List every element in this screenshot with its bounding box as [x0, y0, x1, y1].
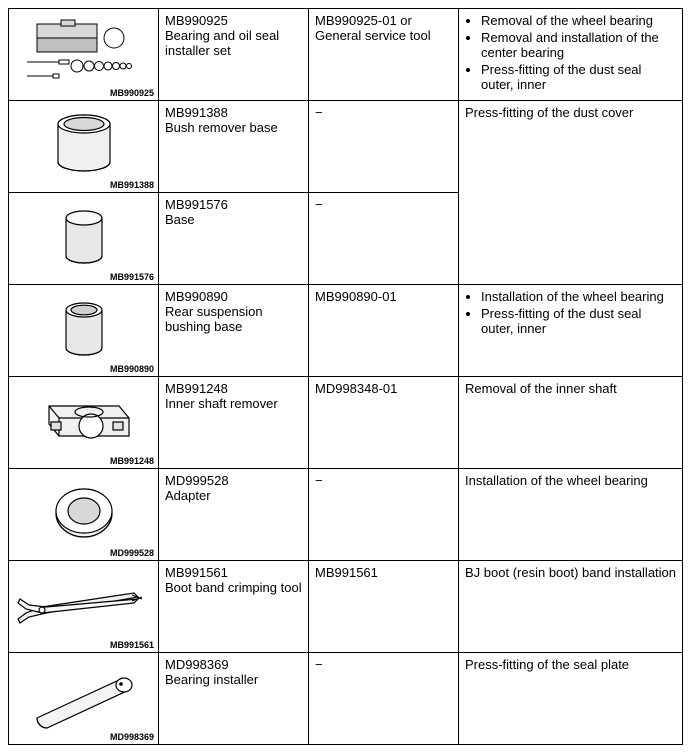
application-item: Press-fitting of the dust seal outer, in…: [481, 306, 676, 336]
supersession-text: MB990890-01: [315, 289, 397, 304]
supersession-text: MB990925-01 or General service tool: [315, 13, 431, 43]
tool-name: Boot band crimping tool: [165, 580, 302, 595]
tool-illustration: [13, 565, 154, 645]
table-row: MB991388 MB991388 Bush remover base − Pr…: [9, 101, 683, 193]
application-item: Press-fitting of the dust seal outer, in…: [481, 62, 676, 92]
application-text: Installation of the wheel bearing: [465, 473, 648, 488]
tool-name-cell: MB991576 Base: [159, 193, 309, 285]
supersession-cell: −: [309, 653, 459, 745]
supersession-text: MD998348-01: [315, 381, 397, 396]
application-text: Press-fitting of the dust cover: [465, 105, 633, 120]
application-text: Press-fitting of the seal plate: [465, 657, 629, 672]
application-cell: Installation of the wheel bearing: [459, 469, 683, 561]
application-cell: Press-fitting of the seal plate: [459, 653, 683, 745]
application-cell: Installation of the wheel bearing Press-…: [459, 285, 683, 377]
application-text: BJ boot (resin boot) band installation: [465, 565, 676, 580]
tool-name: Base: [165, 212, 302, 227]
tool-number: MD998369: [165, 657, 302, 672]
tool-number: MB991248: [165, 381, 302, 396]
table-row: MB991561 MB991561 Boot band crimping too…: [9, 561, 683, 653]
tool-illustration: [13, 657, 154, 737]
image-label: MB990890: [110, 364, 154, 374]
tool-image-cell: MB991248: [9, 377, 159, 469]
supersession-cell: MD998348-01: [309, 377, 459, 469]
supersession-text: −: [315, 657, 323, 672]
application-cell: Press-fitting of the dust cover: [459, 101, 683, 285]
tool-name-cell: MB990925 Bearing and oil seal installer …: [159, 9, 309, 101]
tool-number: MB991388: [165, 105, 302, 120]
tool-name: Bearing and oil seal installer set: [165, 28, 302, 58]
tool-number: MD999528: [165, 473, 302, 488]
application-cell: Removal of the wheel bearing Removal and…: [459, 9, 683, 101]
tool-name: Rear suspension bushing base: [165, 304, 302, 334]
table-row: MD998369 MD998369 Bearing installer − Pr…: [9, 653, 683, 745]
supersession-cell: −: [309, 101, 459, 193]
tool-number: MB991576: [165, 197, 302, 212]
image-label: MB991576: [110, 272, 154, 282]
tool-image-cell: MB991561: [9, 561, 159, 653]
image-label: MD999528: [110, 548, 154, 558]
tools-table: MB990925 MB990925 Bearing and oil seal i…: [8, 8, 683, 745]
tool-name-cell: MB991248 Inner shaft remover: [159, 377, 309, 469]
tool-name: Bearing installer: [165, 672, 302, 687]
tool-illustration: [13, 105, 154, 185]
tool-illustration: [13, 13, 154, 93]
tool-name-cell: MD999528 Adapter: [159, 469, 309, 561]
tool-image-cell: MD998369: [9, 653, 159, 745]
application-item: Removal of the wheel bearing: [481, 13, 676, 28]
image-label: MB991561: [110, 640, 154, 650]
tool-image-cell: MB990925: [9, 9, 159, 101]
tool-name: Adapter: [165, 488, 302, 503]
application-text: Removal of the inner shaft: [465, 381, 617, 396]
tool-name-cell: MB990890 Rear suspension bushing base: [159, 285, 309, 377]
tool-illustration: [13, 197, 154, 277]
supersession-cell: MB990890-01: [309, 285, 459, 377]
application-item: Installation of the wheel bearing: [481, 289, 676, 304]
supersession-text: −: [315, 105, 323, 120]
tool-number: MB991561: [165, 565, 302, 580]
image-label: MB991248: [110, 456, 154, 466]
tool-illustration: [13, 381, 154, 461]
image-label: MB991388: [110, 180, 154, 190]
tool-image-cell: MB991388: [9, 101, 159, 193]
tool-name: Bush remover base: [165, 120, 302, 135]
tool-image-cell: MD999528: [9, 469, 159, 561]
application-list: Removal of the wheel bearing Removal and…: [465, 13, 676, 92]
table-row: MB990890 MB990890 Rear suspension bushin…: [9, 285, 683, 377]
application-item: Removal and installation of the center b…: [481, 30, 676, 60]
image-label: MD998369: [110, 732, 154, 742]
tool-illustration: [13, 473, 154, 553]
supersession-cell: −: [309, 193, 459, 285]
supersession-cell: MB990925-01 or General service tool: [309, 9, 459, 101]
tool-image-cell: MB991576: [9, 193, 159, 285]
supersession-text: −: [315, 473, 323, 488]
application-cell: Removal of the inner shaft: [459, 377, 683, 469]
tool-number: MB990890: [165, 289, 302, 304]
tool-number: MB990925: [165, 13, 302, 28]
table-row: MD999528 MD999528 Adapter − Installation…: [9, 469, 683, 561]
supersession-text: −: [315, 197, 323, 212]
table-row: MB991248 MB991248 Inner shaft remover MD…: [9, 377, 683, 469]
supersession-cell: MB991561: [309, 561, 459, 653]
tool-name-cell: MD998369 Bearing installer: [159, 653, 309, 745]
supersession-text: MB991561: [315, 565, 378, 580]
application-cell: BJ boot (resin boot) band installation: [459, 561, 683, 653]
image-label: MB990925: [110, 88, 154, 98]
tool-image-cell: MB990890: [9, 285, 159, 377]
application-list: Installation of the wheel bearing Press-…: [465, 289, 676, 336]
table-row: MB990925 MB990925 Bearing and oil seal i…: [9, 9, 683, 101]
tool-name-cell: MB991561 Boot band crimping tool: [159, 561, 309, 653]
supersession-cell: −: [309, 469, 459, 561]
tool-name-cell: MB991388 Bush remover base: [159, 101, 309, 193]
tool-name: Inner shaft remover: [165, 396, 302, 411]
tool-illustration: [13, 289, 154, 369]
